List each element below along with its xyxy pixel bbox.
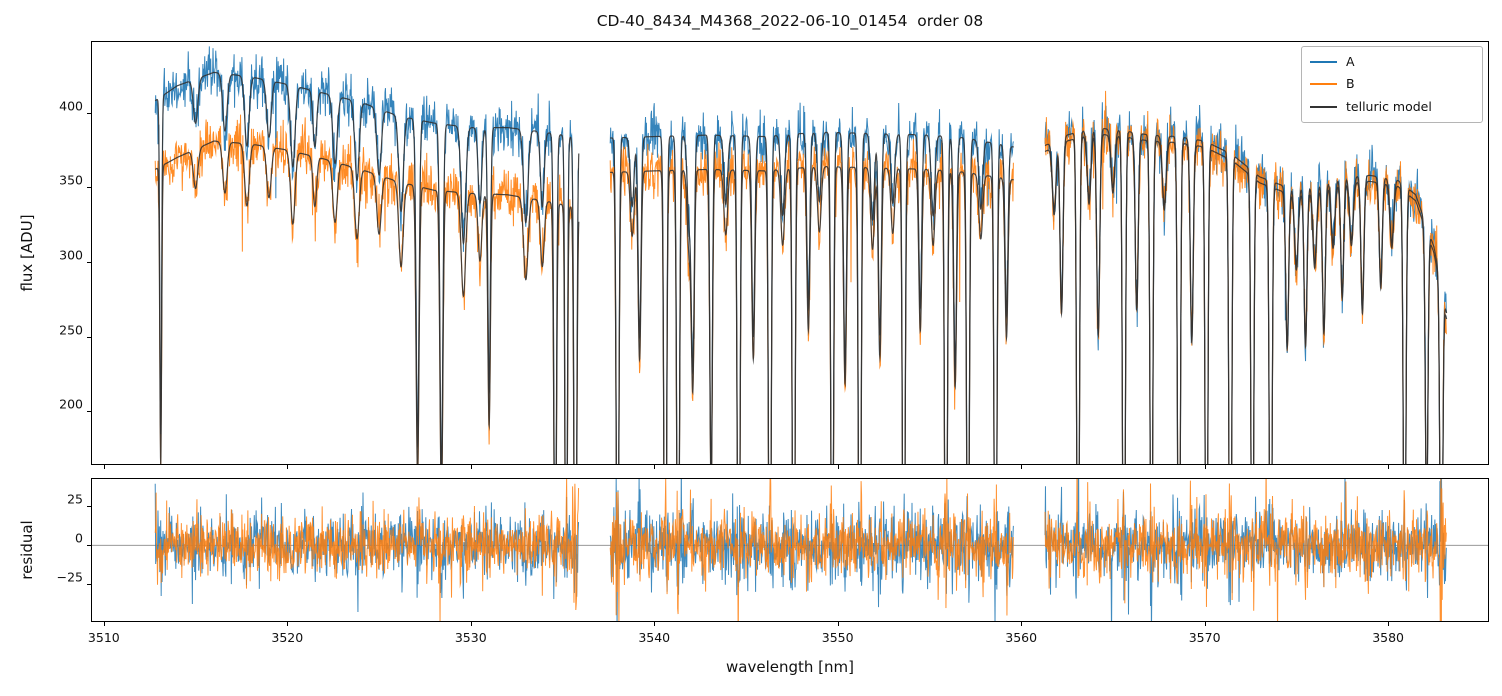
- x-tick-label: 3580: [1372, 630, 1404, 645]
- legend-label-telluric-model: telluric model: [1346, 98, 1432, 114]
- residual-y-tick-label: 25: [67, 491, 83, 507]
- flux-y-tick-label: 300: [59, 247, 83, 263]
- legend-line-b-icon: [1310, 83, 1337, 86]
- legend: A B telluric model: [1301, 46, 1483, 123]
- x-tick-label: 3520: [271, 630, 304, 645]
- x-tick-label: 3530: [454, 630, 487, 645]
- chart-title: CD-40_8434_M4368_2022-06-10_01454 order …: [596, 12, 984, 30]
- legend-label-a: A: [1346, 53, 1355, 69]
- legend-item-telluric-model: telluric model: [1310, 96, 1474, 118]
- residual-y-tick-label: 0: [75, 530, 83, 546]
- flux-y-tick-label: 400: [59, 98, 83, 114]
- x-tick-label: 3560: [1005, 630, 1038, 645]
- x-tick-label: 3570: [1188, 630, 1221, 645]
- flux-y-tick-label: 250: [59, 322, 83, 338]
- legend-label-b: B: [1346, 76, 1355, 92]
- legend-item-a: A: [1310, 51, 1474, 73]
- x-tick-label: 3540: [638, 630, 671, 645]
- flux-y-axis-label: flux [ADU]: [18, 214, 36, 292]
- x-tick-label: 3550: [821, 630, 854, 645]
- legend-line-a-icon: [1310, 61, 1337, 64]
- residual-y-tick-label: −25: [56, 569, 83, 585]
- residual-y-axis-label: residual: [18, 520, 36, 580]
- legend-line-telluric-icon: [1310, 106, 1337, 108]
- flux-y-tick-label: 350: [59, 172, 83, 188]
- x-axis-label: wavelength [nm]: [726, 658, 854, 676]
- x-tick-label: 3510: [87, 630, 120, 645]
- flux-y-tick-label: 200: [59, 396, 83, 412]
- legend-item-b: B: [1310, 73, 1474, 95]
